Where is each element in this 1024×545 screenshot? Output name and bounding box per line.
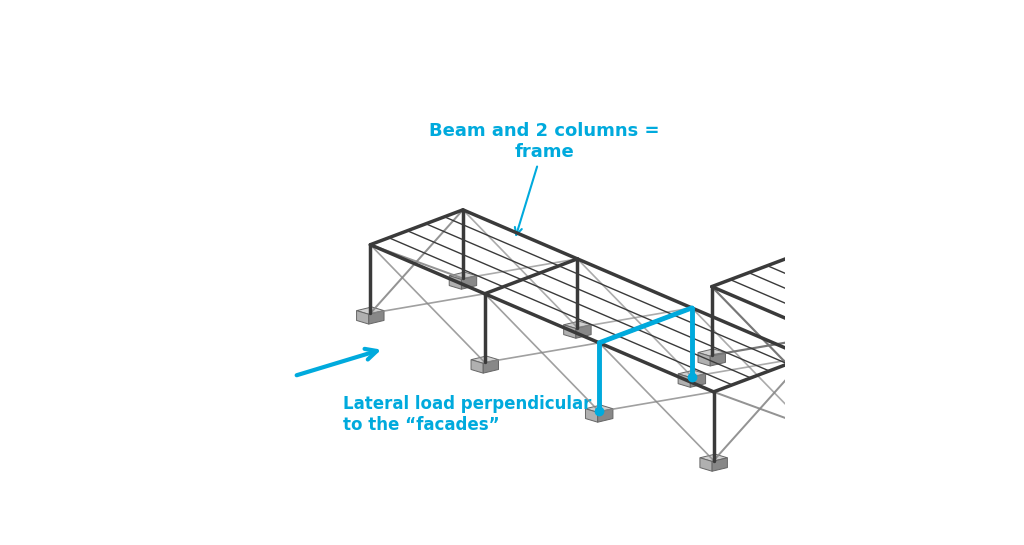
Polygon shape bbox=[803, 318, 818, 331]
Text: Lateral load perpendicular
to the “facades”: Lateral load perpendicular to the “facad… bbox=[343, 395, 592, 434]
Polygon shape bbox=[678, 374, 690, 387]
Polygon shape bbox=[700, 458, 712, 471]
Polygon shape bbox=[450, 276, 462, 289]
Polygon shape bbox=[586, 405, 613, 413]
Polygon shape bbox=[483, 360, 499, 373]
Polygon shape bbox=[563, 321, 591, 329]
Polygon shape bbox=[462, 276, 477, 289]
Polygon shape bbox=[356, 307, 384, 314]
Polygon shape bbox=[575, 325, 591, 338]
Polygon shape bbox=[690, 374, 706, 387]
Polygon shape bbox=[905, 363, 933, 371]
Polygon shape bbox=[791, 318, 803, 331]
Polygon shape bbox=[793, 419, 820, 427]
Polygon shape bbox=[450, 272, 477, 280]
Polygon shape bbox=[791, 314, 818, 322]
Polygon shape bbox=[711, 353, 725, 366]
Polygon shape bbox=[586, 409, 598, 422]
Polygon shape bbox=[805, 423, 820, 437]
Polygon shape bbox=[563, 325, 575, 338]
Polygon shape bbox=[678, 370, 706, 378]
Polygon shape bbox=[369, 311, 384, 324]
Polygon shape bbox=[700, 454, 727, 462]
Text: Beam and 2 columns =
frame: Beam and 2 columns = frame bbox=[429, 122, 659, 235]
Polygon shape bbox=[905, 367, 918, 380]
Polygon shape bbox=[824, 402, 840, 415]
Polygon shape bbox=[698, 353, 711, 366]
Polygon shape bbox=[356, 311, 369, 324]
Polygon shape bbox=[471, 360, 483, 373]
Polygon shape bbox=[698, 349, 725, 356]
Polygon shape bbox=[712, 458, 727, 471]
Polygon shape bbox=[471, 356, 499, 364]
Polygon shape bbox=[812, 402, 824, 415]
Polygon shape bbox=[812, 398, 840, 405]
Polygon shape bbox=[918, 367, 933, 380]
Polygon shape bbox=[793, 423, 805, 437]
Polygon shape bbox=[598, 409, 613, 422]
